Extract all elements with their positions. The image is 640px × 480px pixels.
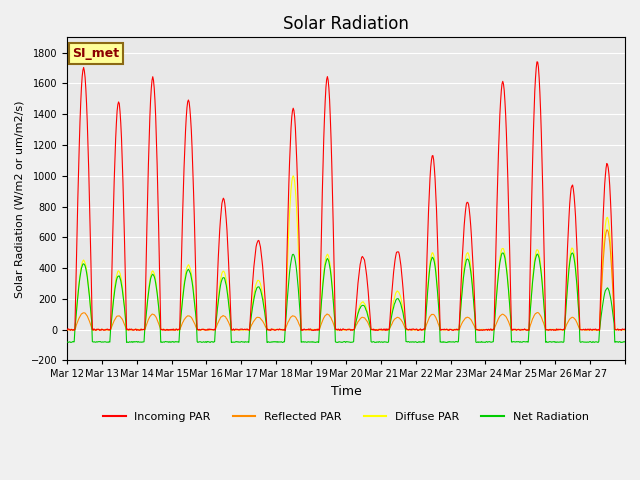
Legend: Incoming PAR, Reflected PAR, Diffuse PAR, Net Radiation: Incoming PAR, Reflected PAR, Diffuse PAR… bbox=[99, 407, 593, 426]
Title: Solar Radiation: Solar Radiation bbox=[283, 15, 409, 33]
Y-axis label: Solar Radiation (W/m2 or um/m2/s): Solar Radiation (W/m2 or um/m2/s) bbox=[15, 100, 25, 298]
X-axis label: Time: Time bbox=[331, 385, 362, 398]
Text: SI_met: SI_met bbox=[72, 47, 120, 60]
